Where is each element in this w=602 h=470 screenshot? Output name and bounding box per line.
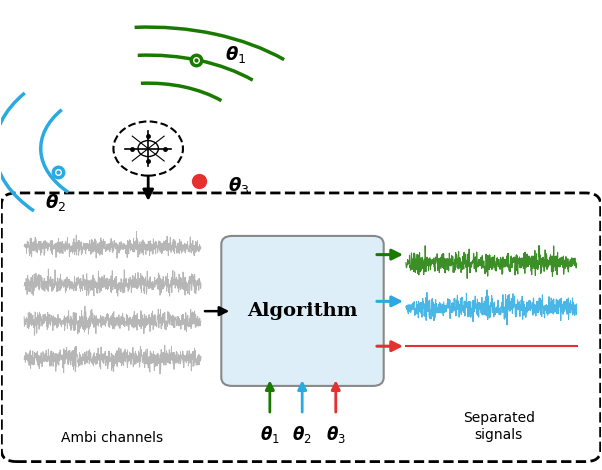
Text: $\boldsymbol{\theta}_3$: $\boldsymbol{\theta}_3$ <box>228 175 249 196</box>
Text: $\boldsymbol{\theta}_1$: $\boldsymbol{\theta}_1$ <box>260 424 280 446</box>
Text: Ambi channels: Ambi channels <box>61 431 163 445</box>
FancyBboxPatch shape <box>222 236 383 386</box>
Text: Algorithm: Algorithm <box>247 302 358 320</box>
Text: $\boldsymbol{\theta}_1$: $\boldsymbol{\theta}_1$ <box>225 44 246 65</box>
Text: Separated
signals: Separated signals <box>463 411 535 442</box>
Text: $\boldsymbol{\theta}_2$: $\boldsymbol{\theta}_2$ <box>293 424 312 446</box>
Text: $\boldsymbol{\theta}_2$: $\boldsymbol{\theta}_2$ <box>45 192 66 213</box>
Text: $\boldsymbol{\theta}_3$: $\boldsymbol{\theta}_3$ <box>326 424 346 446</box>
Circle shape <box>113 121 183 176</box>
